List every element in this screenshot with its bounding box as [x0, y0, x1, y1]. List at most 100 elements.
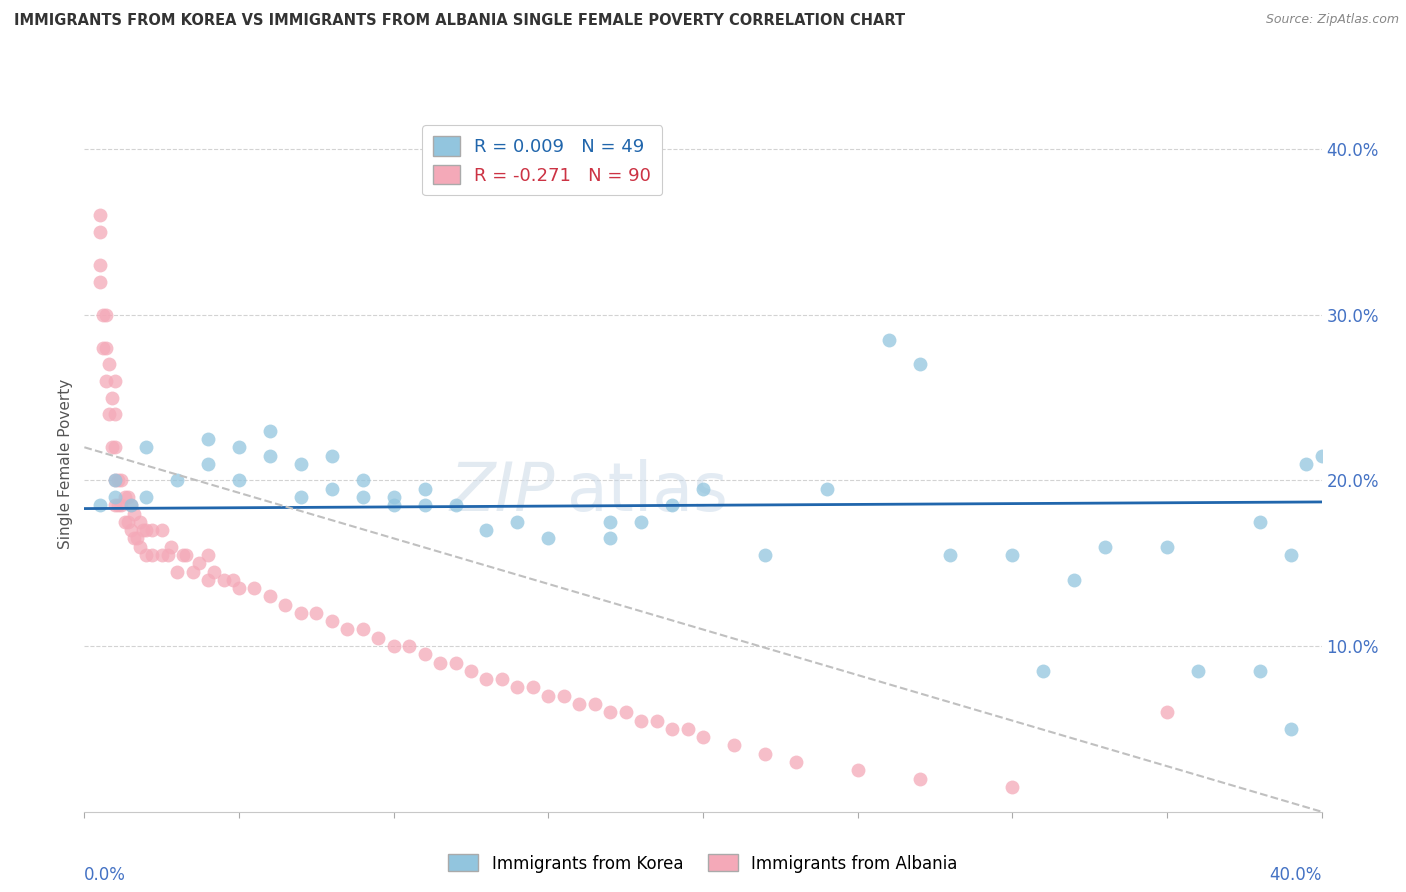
Point — [321, 614, 343, 628]
Point — [661, 722, 683, 736]
Point — [117, 490, 139, 504]
Point — [114, 515, 136, 529]
Text: 0.0%: 0.0% — [84, 866, 127, 884]
Point — [197, 457, 219, 471]
Point — [398, 639, 420, 653]
Point — [212, 573, 235, 587]
Point — [98, 407, 121, 421]
Point — [259, 449, 281, 463]
Point — [321, 449, 343, 463]
Point — [754, 747, 776, 761]
Point — [1187, 664, 1209, 678]
Y-axis label: Single Female Poverty: Single Female Poverty — [58, 379, 73, 549]
Point — [228, 474, 250, 488]
Point — [98, 358, 121, 372]
Point — [94, 374, 117, 388]
Point — [166, 565, 188, 579]
Point — [382, 639, 405, 653]
Point — [754, 548, 776, 562]
Point — [290, 606, 312, 620]
Point — [877, 333, 900, 347]
Point — [413, 498, 436, 512]
Point — [110, 474, 132, 488]
Point — [692, 482, 714, 496]
Point — [630, 515, 652, 529]
Point — [413, 482, 436, 496]
Point — [475, 672, 498, 686]
Point — [117, 515, 139, 529]
Point — [491, 672, 513, 686]
Point — [120, 498, 142, 512]
Point — [274, 598, 297, 612]
Point — [815, 482, 838, 496]
Point — [429, 656, 451, 670]
Point — [1156, 540, 1178, 554]
Point — [1032, 664, 1054, 678]
Point — [352, 490, 374, 504]
Point — [1295, 457, 1317, 471]
Text: IMMIGRANTS FROM KOREA VS IMMIGRANTS FROM ALBANIA SINGLE FEMALE POVERTY CORRELATI: IMMIGRANTS FROM KOREA VS IMMIGRANTS FROM… — [14, 13, 905, 29]
Point — [1279, 722, 1302, 736]
Point — [939, 548, 962, 562]
Point — [91, 308, 114, 322]
Point — [568, 697, 591, 711]
Point — [104, 474, 127, 488]
Point — [645, 714, 668, 728]
Point — [352, 474, 374, 488]
Point — [120, 498, 142, 512]
Point — [129, 515, 152, 529]
Point — [1249, 664, 1271, 678]
Point — [222, 573, 245, 587]
Point — [475, 523, 498, 537]
Point — [444, 656, 467, 670]
Point — [908, 358, 931, 372]
Text: Source: ZipAtlas.com: Source: ZipAtlas.com — [1265, 13, 1399, 27]
Point — [91, 341, 114, 355]
Point — [135, 490, 157, 504]
Point — [1001, 548, 1024, 562]
Legend: Immigrants from Korea, Immigrants from Albania: Immigrants from Korea, Immigrants from A… — [441, 847, 965, 880]
Point — [150, 523, 173, 537]
Point — [228, 440, 250, 454]
Point — [259, 590, 281, 604]
Point — [352, 623, 374, 637]
Point — [114, 490, 136, 504]
Point — [908, 772, 931, 786]
Point — [89, 258, 111, 272]
Point — [444, 498, 467, 512]
Point — [506, 515, 529, 529]
Point — [290, 490, 312, 504]
Point — [676, 722, 699, 736]
Point — [537, 532, 560, 546]
Point — [846, 764, 869, 778]
Point — [197, 548, 219, 562]
Point — [181, 565, 204, 579]
Point — [460, 664, 482, 678]
Point — [553, 689, 575, 703]
Point — [1094, 540, 1116, 554]
Point — [522, 681, 544, 695]
Point — [132, 523, 155, 537]
Point — [599, 532, 621, 546]
Point — [1279, 548, 1302, 562]
Point — [141, 548, 163, 562]
Point — [172, 548, 194, 562]
Point — [94, 341, 117, 355]
Point — [122, 507, 145, 521]
Point — [290, 457, 312, 471]
Point — [692, 730, 714, 744]
Point — [89, 275, 111, 289]
Point — [89, 208, 111, 222]
Point — [122, 532, 145, 546]
Point — [367, 631, 389, 645]
Point — [129, 540, 152, 554]
Point — [1001, 780, 1024, 794]
Point — [176, 548, 198, 562]
Point — [1063, 573, 1085, 587]
Text: 40.0%: 40.0% — [1270, 866, 1322, 884]
Point — [160, 540, 183, 554]
Point — [104, 498, 127, 512]
Point — [135, 523, 157, 537]
Point — [197, 573, 219, 587]
Point — [1249, 515, 1271, 529]
